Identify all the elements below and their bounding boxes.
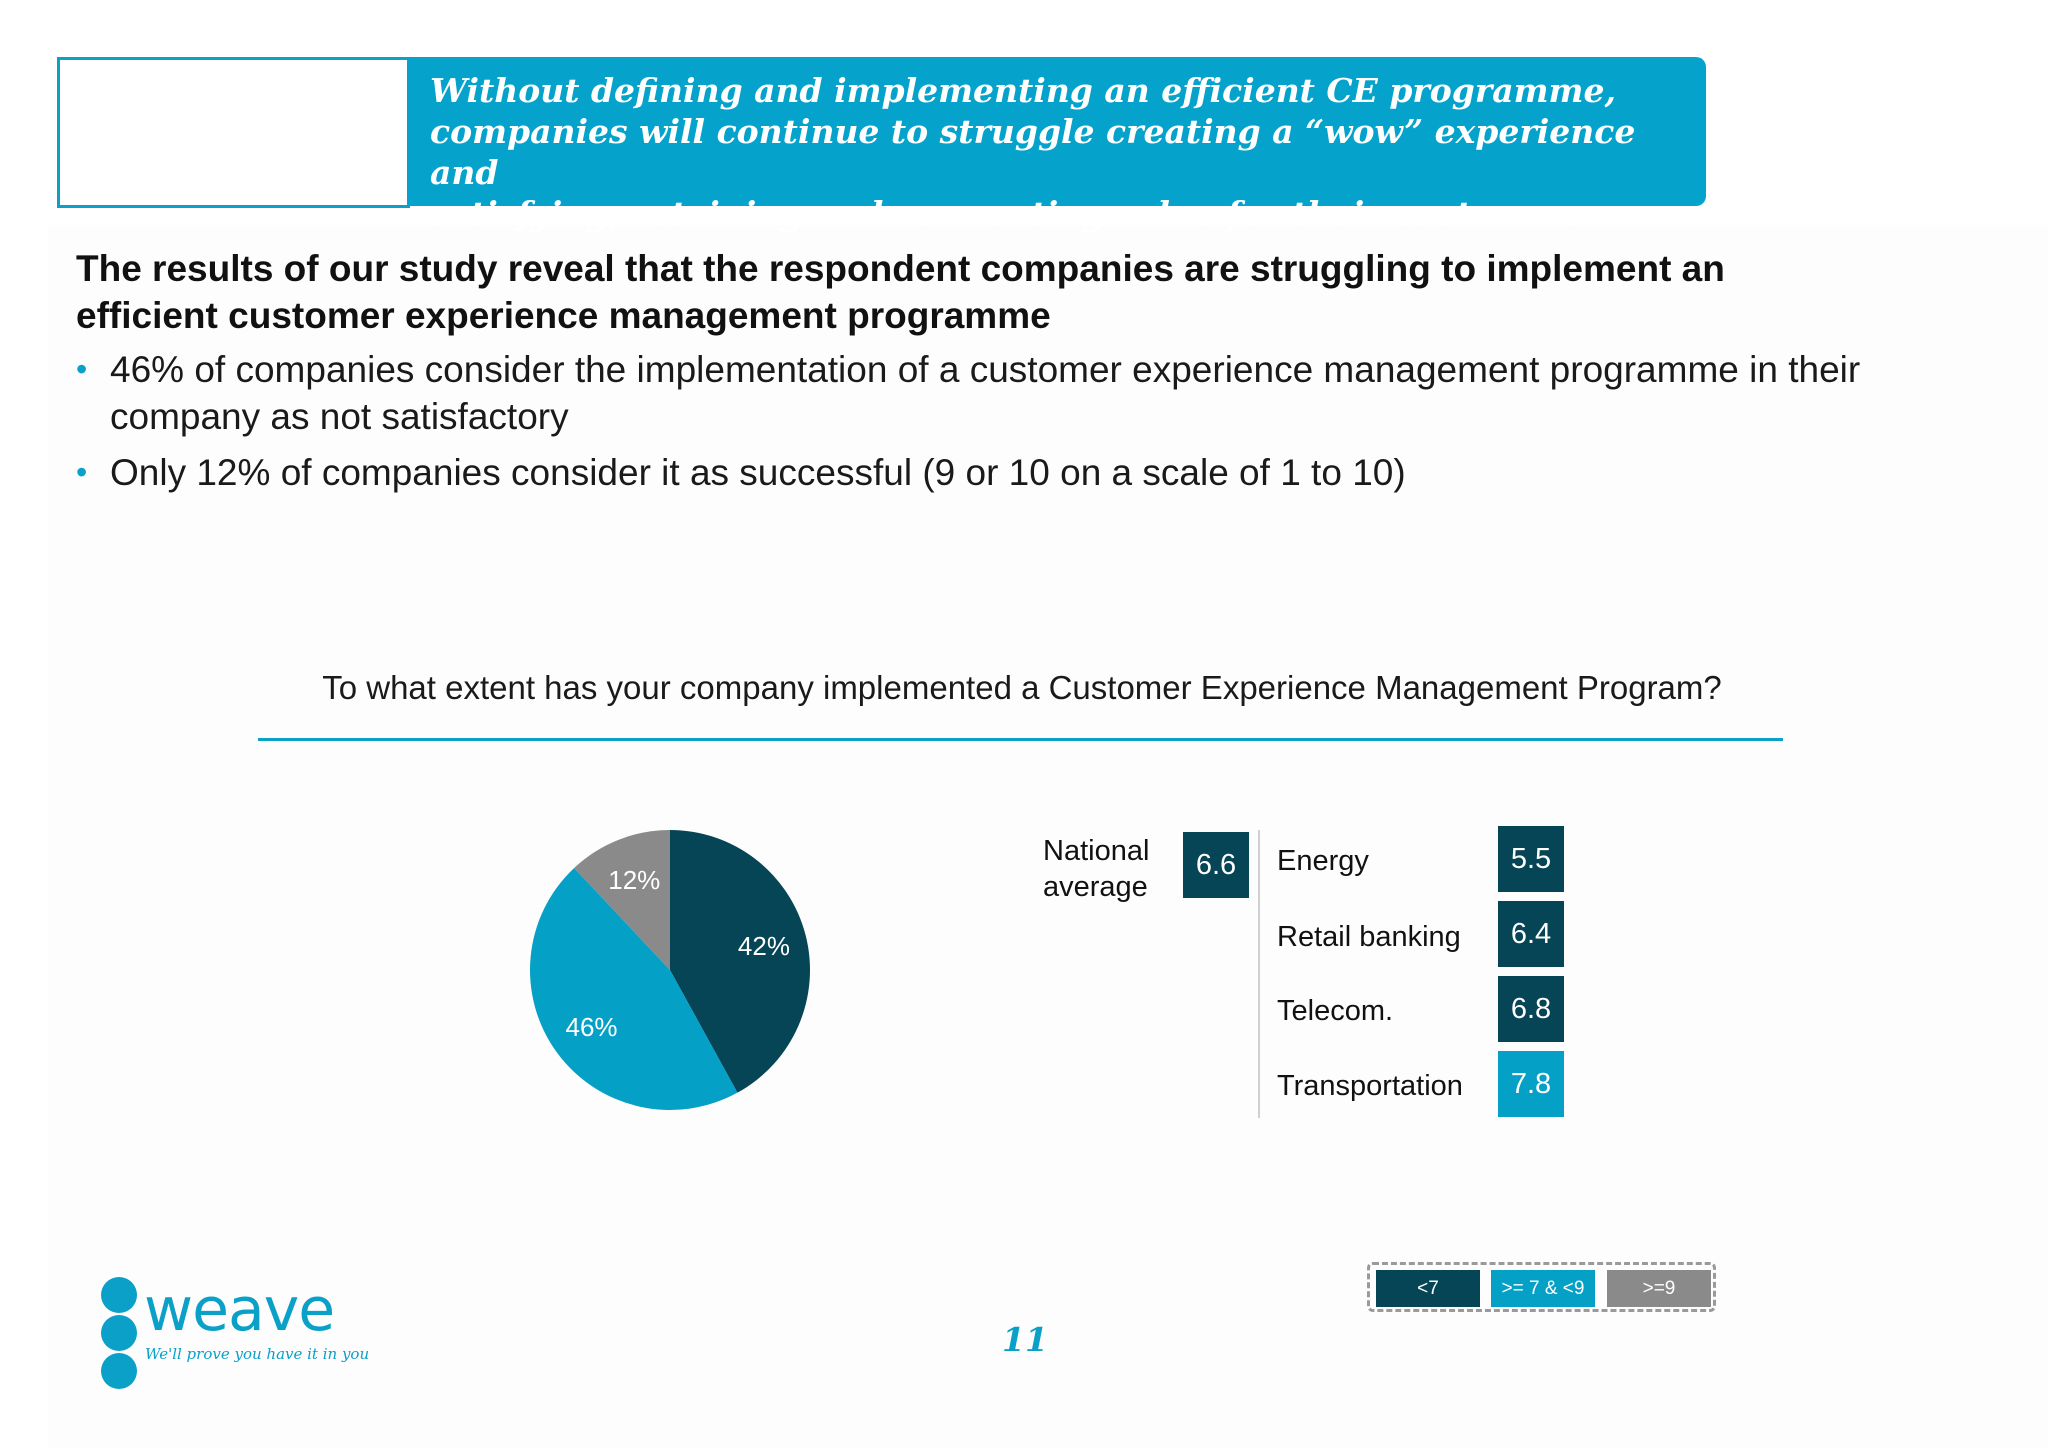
national-average-label-line: National: [1043, 835, 1150, 867]
bullet-line: company as not satisfactory: [110, 396, 569, 437]
sector-label-retail-banking: Retail banking: [1277, 921, 1461, 953]
title-rule: [258, 738, 1783, 741]
pie-slice-2: [574, 830, 670, 970]
bullet-line: 46% of companies consider the implementa…: [110, 349, 1861, 390]
chart-title: To what extent has your company implemen…: [322, 669, 1722, 706]
slide-background: [48, 225, 2048, 1448]
bullet-item: • 46% of companies consider the implemen…: [76, 346, 1976, 440]
banner-line: Without defining and implementing an eff…: [430, 71, 1616, 110]
banner-left-box: [57, 57, 410, 208]
legend-item-below-7: <7: [1376, 1270, 1480, 1307]
pie-slice-label-1: 46%: [566, 1012, 618, 1042]
headline: The results of our study reveal that the…: [76, 245, 1976, 339]
pie-slice-1: [530, 867, 738, 1110]
bullet-line: Only 12% of companies consider it as suc…: [110, 452, 1406, 493]
sector-value-energy: 5.5: [1498, 826, 1564, 892]
bullet-item: • Only 12% of companies consider it as s…: [76, 449, 1976, 496]
sector-value-telecom: 6.8: [1498, 976, 1564, 1042]
divider-line: [1258, 830, 1260, 1118]
pie-slice-label-0: 42%: [738, 931, 790, 961]
legend: [1367, 1262, 1716, 1312]
banner-line: satisfying, retaining and co-creating va…: [430, 194, 1585, 233]
sector-label-transportation: Transportation: [1277, 1070, 1463, 1102]
logo-dot-icon: [101, 1353, 137, 1389]
bullet-list: • 46% of companies consider the implemen…: [76, 346, 1976, 505]
bullet-dot-icon: •: [76, 454, 88, 490]
logo-dot-icon: [101, 1315, 137, 1351]
headline-line: efficient customer experience management…: [76, 295, 1051, 336]
national-average-value: 6.6: [1183, 832, 1249, 898]
logo-tagline: We'll prove you have it in you: [145, 1345, 370, 1363]
sector-value-retail-banking: 6.4: [1498, 901, 1564, 967]
legend-item-7-to-9: >= 7 & <9: [1491, 1270, 1595, 1307]
legend-item-9-plus: >=9: [1607, 1270, 1711, 1307]
sector-label-energy: Energy: [1277, 845, 1369, 877]
bullet-dot-icon: •: [76, 351, 88, 387]
pie-chart: 42% 46% 12%: [530, 830, 810, 1110]
national-average-label-line: average: [1043, 871, 1148, 903]
sector-value-transportation: 7.8: [1498, 1051, 1564, 1117]
page-number: 11: [1002, 1320, 1048, 1359]
pie-slice-0: [670, 830, 810, 1093]
headline-line: The results of our study reveal that the…: [76, 248, 1725, 289]
logo-wordmark: weave: [144, 1275, 335, 1345]
banner: [407, 57, 1706, 206]
banner-line: companies will continue to struggle crea…: [430, 112, 1636, 192]
national-average-label: National average: [1043, 833, 1149, 905]
logo-dot-icon: [101, 1277, 137, 1313]
sector-label-telecom: Telecom.: [1277, 995, 1394, 1027]
pie-slice-label-2: 12%: [608, 865, 660, 895]
banner-text: Without defining and implementing an eff…: [430, 70, 1690, 234]
